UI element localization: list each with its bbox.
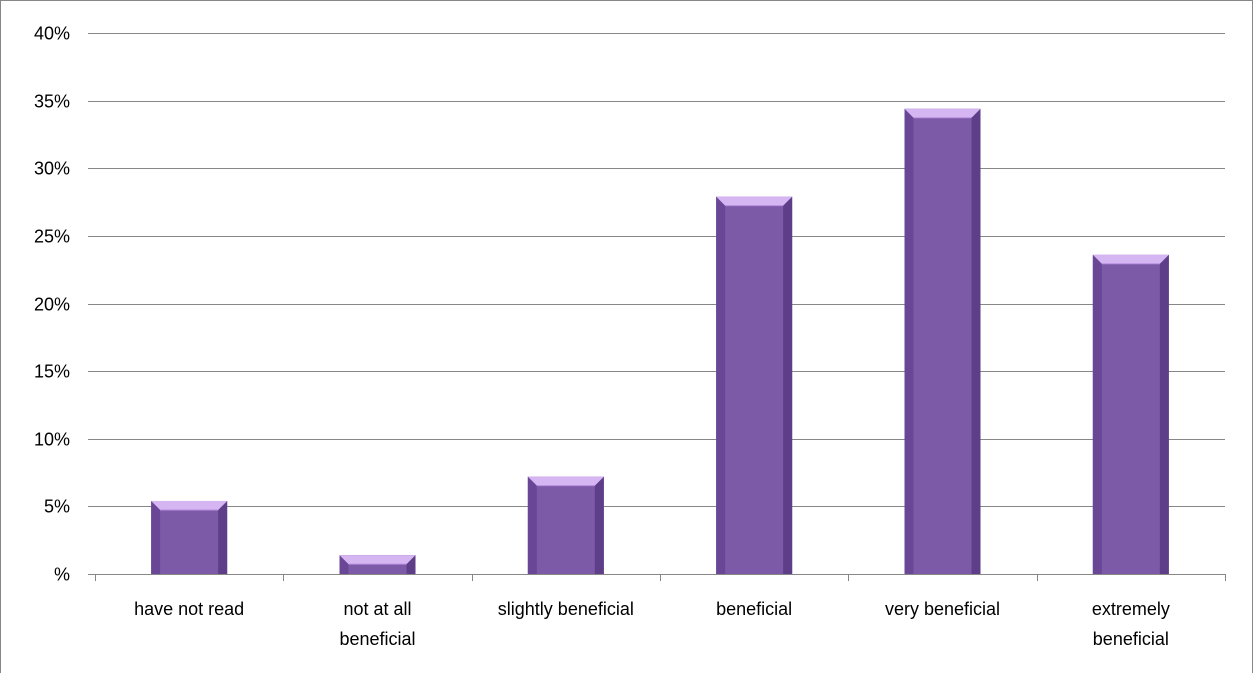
- x-category-label: slightly beneficial: [498, 599, 634, 619]
- bar-bevel-right: [971, 108, 981, 575]
- y-tick-label: 35%: [34, 92, 70, 112]
- bar-bevel-top: [151, 500, 228, 510]
- bar: [339, 555, 416, 574]
- bar-bevel-left: [527, 476, 537, 574]
- bar: [151, 500, 228, 574]
- bar-bevel-left: [1092, 254, 1102, 574]
- bar-bevel-top: [1092, 254, 1169, 264]
- bar-body: [1092, 254, 1169, 574]
- x-category-label: have not read: [134, 599, 244, 619]
- bar: [716, 196, 793, 574]
- bar-body: [151, 500, 228, 574]
- y-tick-label: 15%: [34, 362, 70, 382]
- x-category-label: very beneficial: [885, 599, 1000, 619]
- x-category-label: beneficial: [716, 599, 792, 619]
- bar-bevel-top: [716, 196, 793, 206]
- x-category-label: not at all: [343, 599, 411, 619]
- bars: [151, 108, 1169, 575]
- y-axis-tick-labels: % 5% 10% 15% 20% 25% 30% 35% 40%: [34, 24, 70, 585]
- x-axis-category-labels: have not read not at all beneficial slightl…: [134, 599, 1170, 649]
- y-tick-label: 30%: [34, 159, 70, 179]
- x-category-label: beneficial: [1093, 629, 1169, 649]
- bar: [527, 476, 604, 574]
- bar-bevel-top: [339, 555, 416, 565]
- bar-bevel-top: [904, 108, 981, 118]
- bar-bevel-right: [406, 555, 416, 574]
- bar: [1092, 254, 1169, 574]
- bar-bevel-right: [594, 476, 604, 574]
- bar-bevel-right: [218, 500, 228, 574]
- bar-body: [716, 196, 793, 574]
- bar-bevel-left: [716, 196, 726, 574]
- bar-body: [904, 108, 981, 575]
- y-tick-label: 25%: [34, 227, 70, 247]
- x-category-label: beneficial: [339, 629, 415, 649]
- bar: [904, 108, 981, 575]
- bar-body: [527, 476, 604, 574]
- y-tick-label: %: [54, 565, 70, 585]
- bar-bevel-right: [1159, 254, 1169, 574]
- y-tick-label: 10%: [34, 430, 70, 450]
- bar-bevel-left: [339, 555, 349, 574]
- bar-bevel-left: [151, 500, 161, 574]
- gridlines: [88, 33, 1225, 507]
- x-axis: [88, 574, 1226, 581]
- x-category-label: extremely: [1092, 599, 1170, 619]
- bar-bevel-top: [527, 476, 604, 486]
- y-tick-label: 5%: [44, 497, 70, 517]
- y-tick-label: 20%: [34, 295, 70, 315]
- bar-bevel-right: [783, 196, 793, 574]
- bar-bevel-left: [904, 108, 914, 575]
- y-tick-label: 40%: [34, 24, 70, 44]
